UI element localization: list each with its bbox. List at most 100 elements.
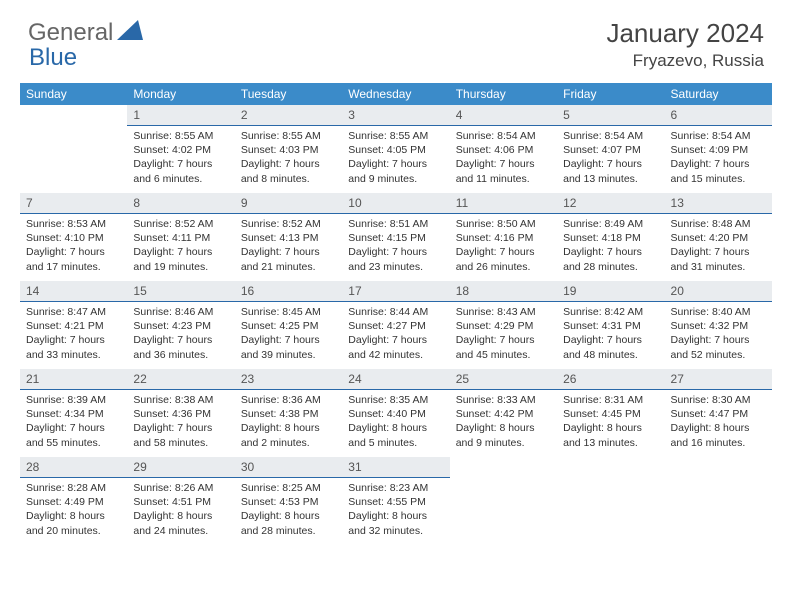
sunset-line: Sunset: 4:27 PM	[348, 319, 443, 333]
day-details: Sunrise: 8:35 AMSunset: 4:40 PMDaylight:…	[342, 390, 449, 454]
day-number: 18	[450, 281, 557, 302]
daylight-line: Daylight: 7 hours and 6 minutes.	[133, 157, 228, 185]
sunrise-line: Sunrise: 8:51 AM	[348, 217, 443, 231]
sunset-line: Sunset: 4:25 PM	[241, 319, 336, 333]
calendar-cell: 14Sunrise: 8:47 AMSunset: 4:21 PMDayligh…	[20, 281, 127, 369]
sunset-line: Sunset: 4:53 PM	[241, 495, 336, 509]
daylight-line: Daylight: 8 hours and 13 minutes.	[563, 421, 658, 449]
daylight-line: Daylight: 7 hours and 23 minutes.	[348, 245, 443, 273]
sunrise-line: Sunrise: 8:30 AM	[671, 393, 766, 407]
daylight-line: Daylight: 8 hours and 24 minutes.	[133, 509, 228, 537]
day-number: 13	[665, 193, 772, 214]
sunrise-line: Sunrise: 8:54 AM	[456, 129, 551, 143]
day-number: 27	[665, 369, 772, 390]
weekday-header: Monday	[127, 83, 234, 105]
day-number: 6	[665, 105, 772, 126]
sunset-line: Sunset: 4:03 PM	[241, 143, 336, 157]
daylight-line: Daylight: 7 hours and 36 minutes.	[133, 333, 228, 361]
sunrise-line: Sunrise: 8:54 AM	[563, 129, 658, 143]
calendar-cell: 22Sunrise: 8:38 AMSunset: 4:36 PMDayligh…	[127, 369, 234, 457]
weekday-header-row: SundayMondayTuesdayWednesdayThursdayFrid…	[20, 83, 772, 105]
day-details: Sunrise: 8:54 AMSunset: 4:07 PMDaylight:…	[557, 126, 664, 190]
daylight-line: Daylight: 8 hours and 2 minutes.	[241, 421, 336, 449]
calendar-body: 1Sunrise: 8:55 AMSunset: 4:02 PMDaylight…	[20, 105, 772, 545]
calendar-cell: 7Sunrise: 8:53 AMSunset: 4:10 PMDaylight…	[20, 193, 127, 281]
sunset-line: Sunset: 4:38 PM	[241, 407, 336, 421]
day-details: Sunrise: 8:26 AMSunset: 4:51 PMDaylight:…	[127, 478, 234, 542]
weekday-header: Saturday	[665, 83, 772, 105]
sunrise-line: Sunrise: 8:54 AM	[671, 129, 766, 143]
sunset-line: Sunset: 4:18 PM	[563, 231, 658, 245]
day-number: 4	[450, 105, 557, 126]
daylight-line: Daylight: 7 hours and 26 minutes.	[456, 245, 551, 273]
sunrise-line: Sunrise: 8:45 AM	[241, 305, 336, 319]
daylight-line: Daylight: 7 hours and 9 minutes.	[348, 157, 443, 185]
day-number: 24	[342, 369, 449, 390]
day-details: Sunrise: 8:55 AMSunset: 4:05 PMDaylight:…	[342, 126, 449, 190]
sunset-line: Sunset: 4:45 PM	[563, 407, 658, 421]
day-details: Sunrise: 8:52 AMSunset: 4:13 PMDaylight:…	[235, 214, 342, 278]
sunset-line: Sunset: 4:21 PM	[26, 319, 121, 333]
sunset-line: Sunset: 4:11 PM	[133, 231, 228, 245]
weekday-header: Thursday	[450, 83, 557, 105]
daylight-line: Daylight: 8 hours and 9 minutes.	[456, 421, 551, 449]
day-number: 31	[342, 457, 449, 478]
day-details: Sunrise: 8:52 AMSunset: 4:11 PMDaylight:…	[127, 214, 234, 278]
sunrise-line: Sunrise: 8:35 AM	[348, 393, 443, 407]
day-details: Sunrise: 8:44 AMSunset: 4:27 PMDaylight:…	[342, 302, 449, 366]
day-number: 5	[557, 105, 664, 126]
day-number: 23	[235, 369, 342, 390]
day-number: 30	[235, 457, 342, 478]
month-title: January 2024	[606, 18, 764, 49]
calendar-cell: 31Sunrise: 8:23 AMSunset: 4:55 PMDayligh…	[342, 457, 449, 545]
calendar-row: 7Sunrise: 8:53 AMSunset: 4:10 PMDaylight…	[20, 193, 772, 281]
day-number: 29	[127, 457, 234, 478]
daylight-line: Daylight: 7 hours and 13 minutes.	[563, 157, 658, 185]
sunrise-line: Sunrise: 8:42 AM	[563, 305, 658, 319]
calendar-cell: 4Sunrise: 8:54 AMSunset: 4:06 PMDaylight…	[450, 105, 557, 193]
calendar-cell: 9Sunrise: 8:52 AMSunset: 4:13 PMDaylight…	[235, 193, 342, 281]
day-details: Sunrise: 8:55 AMSunset: 4:02 PMDaylight:…	[127, 126, 234, 190]
sunset-line: Sunset: 4:32 PM	[671, 319, 766, 333]
sunrise-line: Sunrise: 8:52 AM	[241, 217, 336, 231]
calendar-cell	[20, 105, 127, 193]
day-details: Sunrise: 8:40 AMSunset: 4:32 PMDaylight:…	[665, 302, 772, 366]
daylight-line: Daylight: 8 hours and 16 minutes.	[671, 421, 766, 449]
day-details: Sunrise: 8:48 AMSunset: 4:20 PMDaylight:…	[665, 214, 772, 278]
sunrise-line: Sunrise: 8:55 AM	[241, 129, 336, 143]
day-details: Sunrise: 8:31 AMSunset: 4:45 PMDaylight:…	[557, 390, 664, 454]
day-number: 3	[342, 105, 449, 126]
logo-triangle-icon	[117, 18, 143, 47]
day-details: Sunrise: 8:38 AMSunset: 4:36 PMDaylight:…	[127, 390, 234, 454]
day-number: 12	[557, 193, 664, 214]
calendar-cell: 25Sunrise: 8:33 AMSunset: 4:42 PMDayligh…	[450, 369, 557, 457]
sunrise-line: Sunrise: 8:43 AM	[456, 305, 551, 319]
day-details: Sunrise: 8:33 AMSunset: 4:42 PMDaylight:…	[450, 390, 557, 454]
sunrise-line: Sunrise: 8:55 AM	[348, 129, 443, 143]
day-details: Sunrise: 8:49 AMSunset: 4:18 PMDaylight:…	[557, 214, 664, 278]
sunset-line: Sunset: 4:15 PM	[348, 231, 443, 245]
day-details: Sunrise: 8:25 AMSunset: 4:53 PMDaylight:…	[235, 478, 342, 542]
calendar-row: 21Sunrise: 8:39 AMSunset: 4:34 PMDayligh…	[20, 369, 772, 457]
day-details: Sunrise: 8:54 AMSunset: 4:09 PMDaylight:…	[665, 126, 772, 190]
calendar-cell: 26Sunrise: 8:31 AMSunset: 4:45 PMDayligh…	[557, 369, 664, 457]
title-block: January 2024 Fryazevo, Russia	[606, 18, 764, 71]
calendar-cell: 20Sunrise: 8:40 AMSunset: 4:32 PMDayligh…	[665, 281, 772, 369]
sunrise-line: Sunrise: 8:48 AM	[671, 217, 766, 231]
sunset-line: Sunset: 4:09 PM	[671, 143, 766, 157]
calendar-cell: 2Sunrise: 8:55 AMSunset: 4:03 PMDaylight…	[235, 105, 342, 193]
sunset-line: Sunset: 4:06 PM	[456, 143, 551, 157]
day-details: Sunrise: 8:39 AMSunset: 4:34 PMDaylight:…	[20, 390, 127, 454]
sunset-line: Sunset: 4:51 PM	[133, 495, 228, 509]
sunset-line: Sunset: 4:02 PM	[133, 143, 228, 157]
day-number: 26	[557, 369, 664, 390]
calendar-cell: 16Sunrise: 8:45 AMSunset: 4:25 PMDayligh…	[235, 281, 342, 369]
sunset-line: Sunset: 4:05 PM	[348, 143, 443, 157]
calendar-cell: 24Sunrise: 8:35 AMSunset: 4:40 PMDayligh…	[342, 369, 449, 457]
daylight-line: Daylight: 8 hours and 5 minutes.	[348, 421, 443, 449]
sunrise-line: Sunrise: 8:31 AM	[563, 393, 658, 407]
logo-text-2: Blue	[29, 44, 77, 72]
calendar-cell: 11Sunrise: 8:50 AMSunset: 4:16 PMDayligh…	[450, 193, 557, 281]
sunrise-line: Sunrise: 8:36 AM	[241, 393, 336, 407]
location: Fryazevo, Russia	[606, 51, 764, 71]
